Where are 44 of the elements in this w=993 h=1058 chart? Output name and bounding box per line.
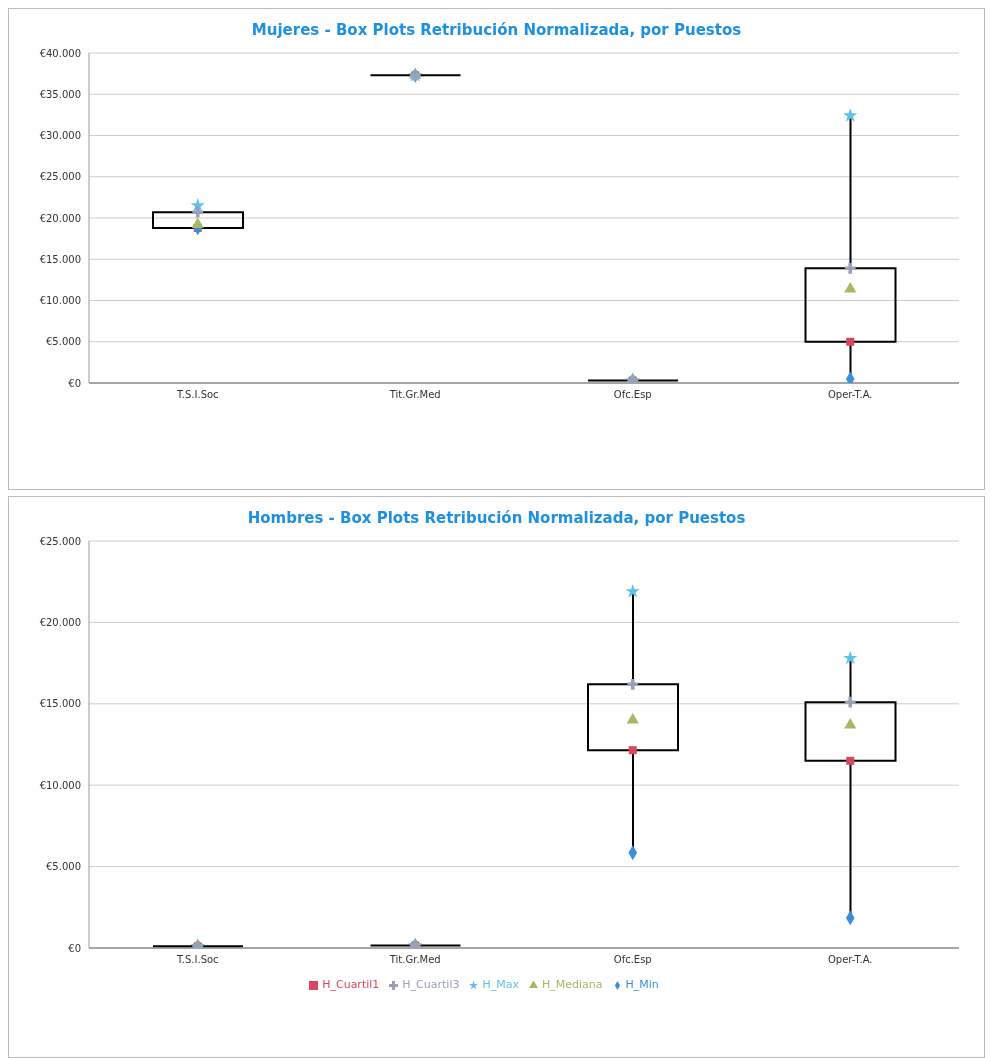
point	[844, 262, 856, 274]
y-tick-label: €15.000	[39, 253, 81, 265]
legend-label: H_Cuartil1	[322, 978, 380, 991]
x-tick-label: Ofc.Esp	[613, 954, 652, 966]
point	[626, 713, 639, 724]
point	[844, 281, 857, 293]
y-tick-label: €0	[68, 377, 81, 389]
legend-label: H_Cuartil3	[402, 978, 460, 991]
point	[628, 746, 637, 755]
x-tick-label: Tit.Gr.Med	[388, 389, 441, 401]
y-tick-label: €5.000	[46, 336, 81, 348]
x-tick-label: Oper-T.A.	[828, 389, 873, 401]
x-tick-label: Oper-T.A.	[828, 954, 873, 966]
point	[843, 650, 858, 665]
y-tick-label: €30.000	[39, 130, 81, 142]
y-tick-label: €0	[68, 942, 81, 954]
point	[625, 583, 640, 598]
y-tick-label: €35.000	[39, 88, 81, 100]
x-tick-label: Ofc.Esp	[613, 389, 652, 401]
y-tick-label: €25.000	[39, 535, 81, 547]
x-tick-label: Tit.Gr.Med	[388, 954, 441, 966]
x-tick-label: T.S.I.Soc	[175, 954, 219, 966]
y-tick-label: €10.000	[39, 779, 81, 791]
y-tick-label: €25.000	[39, 171, 81, 183]
y-tick-label: €40.000	[39, 47, 81, 59]
point	[191, 217, 204, 229]
y-tick-label: €5.000	[46, 861, 81, 873]
chart-title: Mujeres - Box Plots Retribución Normalizada, por Puestos	[250, 20, 743, 41]
point	[846, 337, 855, 346]
point	[844, 696, 856, 708]
x-tick-label: T.S.I.Soc	[175, 389, 219, 401]
legend-label: H_Max	[482, 978, 519, 991]
point	[846, 756, 855, 765]
legend-label: H_Min	[625, 978, 659, 991]
point	[844, 717, 857, 729]
y-tick-label: €15.000	[39, 698, 81, 710]
point	[627, 678, 639, 690]
y-tick-label: €10.000	[39, 295, 81, 307]
point	[192, 206, 204, 218]
point	[843, 108, 858, 122]
y-tick-label: €20.000	[39, 616, 81, 628]
y-tick-label: €20.000	[39, 212, 81, 224]
legend-label: H_Mediana	[541, 978, 603, 991]
chart-title: Hombres - Box Plots Retribución Normalizada, por Puestos	[246, 508, 747, 529]
